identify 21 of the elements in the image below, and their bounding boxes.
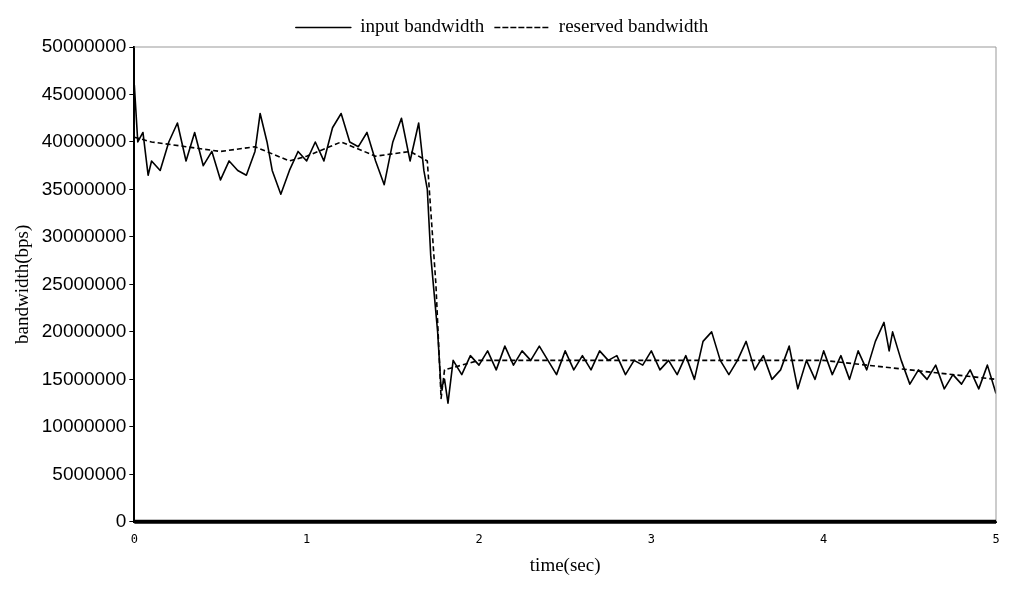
x-axis-title: time(sec) [529, 553, 601, 576]
y-tick-label: 30000000 [41, 225, 127, 247]
y-tick-label: 45000000 [41, 82, 127, 104]
y-axis-title: bandwidth(bps) [11, 224, 34, 345]
y-tick-label: 5000000 [52, 462, 127, 484]
legend-label: input bandwidth [360, 15, 485, 37]
y-tick-label: 15000000 [41, 367, 127, 389]
x-tick-label: 4 [820, 532, 828, 547]
x-tick-label: 2 [475, 532, 483, 547]
x-tick-label: 1 [303, 532, 311, 547]
x-tick-label: 5 [992, 532, 1000, 547]
y-tick-label: 25000000 [41, 272, 127, 294]
x-tick-label: 0 [130, 532, 138, 547]
legend-label: reserved bandwidth [558, 15, 709, 37]
y-tick-label: 40000000 [41, 130, 127, 152]
y-tick-label: 10000000 [41, 415, 127, 437]
y-tick-label: 50000000 [41, 35, 127, 57]
y-tick-label: 35000000 [41, 177, 127, 199]
y-tick-label: 20000000 [41, 320, 127, 342]
x-tick-label: 3 [647, 532, 655, 547]
y-tick-label: 0 [115, 510, 127, 532]
